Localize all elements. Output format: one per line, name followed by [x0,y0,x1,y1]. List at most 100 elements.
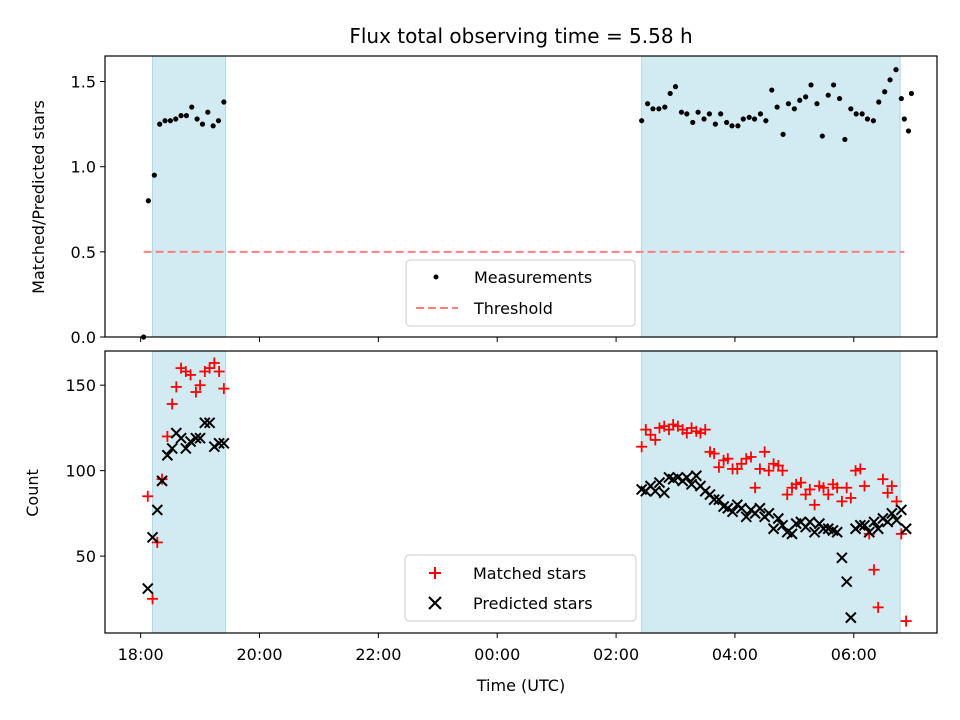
measurement-point [836,95,843,102]
measurement-point [785,101,792,107]
matched-star-point [208,357,220,369]
matched-star-point [166,398,178,410]
measurement-point [729,123,735,129]
top-shaded-region-0 [152,55,227,338]
predicted-star-point [166,442,178,455]
matched-star-point [836,495,848,507]
measurement-point [724,119,730,126]
predicted-star-point [772,512,785,525]
predicted-star-point [213,437,225,449]
matched-star-point [817,482,829,494]
predicted-star-point [836,552,848,564]
measurement-points [141,67,915,340]
measurement-point [178,113,184,119]
matched-star-point [745,451,757,463]
measurement-point [701,116,707,122]
measurement-point [639,118,645,124]
matched-star-point [653,422,665,434]
measurement-point [221,99,227,105]
measurement-point [690,119,696,126]
measurement-point [848,106,854,112]
matched-star-point [722,453,734,465]
predicted-stars-points [142,417,912,624]
matched-star-point [768,458,780,470]
measurement-point [853,111,859,117]
predicted-star-point [776,519,789,532]
measurement-point [735,123,741,129]
matched-star-point [190,386,202,398]
bottom-y-axis-label: Count [23,469,42,517]
measurement-point [905,128,912,134]
legend-predicted-marker [428,596,442,610]
predicted-star-point [218,437,230,449]
measurement-point [672,84,679,90]
bottom-x-ticks: 18:00 20:00 22:00 00:00 02:00 04:00 06:00 [118,633,877,664]
matched-star-point [649,434,661,446]
measurement-point [712,121,718,127]
matched-star-point [681,427,693,439]
measurement-point [803,94,809,100]
matched-star-point [809,499,821,511]
predicted-star-point [190,432,202,444]
measurement-point [830,82,837,88]
matched-star-point [213,366,225,378]
matched-star-point [156,473,168,485]
measurement-point [791,106,797,112]
matched-star-point [886,480,898,492]
matched-star-point [831,482,843,494]
predicted-star-point [142,582,154,595]
predicted-star-point [175,432,187,444]
measurement-point [887,77,893,83]
measurement-point [908,90,915,97]
x-tick-label: 22:00 [355,645,401,664]
predicted-star-point [713,493,725,506]
predicted-star-point [199,417,211,429]
measurement-point [870,118,877,124]
measurement-point [901,116,907,122]
predicted-star-point [881,516,894,528]
measurement-point [842,136,848,143]
bottom-y-tick-label: 50 [76,547,96,566]
measurement-point [215,118,222,124]
measurement-point [183,113,190,119]
predicted-star-point [854,519,867,532]
matched-star-point [877,473,889,485]
predicted-star-point [886,507,898,520]
x-tick-label: 02:00 [593,645,639,664]
matched-star-point [170,381,182,393]
measurement-point [718,111,724,117]
measurement-point [825,92,831,98]
predicted-star-point [690,470,703,482]
predicted-star-point [890,514,903,526]
predicted-star-point [658,487,670,499]
matched-star-point [858,480,870,492]
predicted-star-point [156,475,168,487]
matched-star-point [640,424,652,436]
bottom-legend-box [404,554,637,622]
matched-star-point [185,369,197,381]
measurement-point [157,121,163,127]
predicted-star-point [184,435,197,448]
top-y-axis-label: Matched/Predicted stars [29,100,48,294]
measurement-point [189,104,195,110]
measurement-point [864,116,871,122]
matched-star-point [845,492,857,504]
matched-star-point [822,489,834,501]
predicted-star-point [685,478,698,491]
measurement-point [199,121,206,127]
predicted-star-point [735,502,748,514]
matched-star-point [147,593,159,605]
matched-star-point [850,465,862,477]
predicted-star-point [840,576,853,588]
matched-star-point [161,430,173,442]
measurement-point [644,101,651,107]
matched-star-point [667,418,679,430]
measurement-point [859,111,865,117]
matched-star-point [708,448,720,460]
matched-star-point [194,379,206,391]
predicted-star-point [872,523,884,535]
measurement-point [650,106,656,112]
predicted-star-point [194,432,206,444]
predicted-star-point [653,476,666,489]
predicted-star-point [708,493,720,506]
